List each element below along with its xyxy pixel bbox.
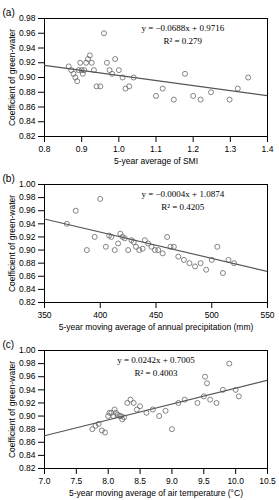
svg-text:y = −0.0004x + 1.0874: y = −0.0004x + 1.0874 (141, 189, 224, 199)
svg-text:Coefficient of green-water: Coefficient of green-water (7, 29, 17, 126)
svg-text:0.90: 0.90 (19, 72, 36, 82)
svg-text:0.82: 0.82 (19, 131, 36, 141)
svg-text:0.86: 0.86 (19, 437, 36, 447)
svg-text:0.88: 0.88 (19, 258, 36, 268)
svg-text:10.5: 10.5 (259, 476, 276, 486)
svg-text:0.90: 0.90 (19, 411, 36, 421)
svg-text:0.94: 0.94 (19, 219, 36, 229)
svg-text:y = −0.0688x + 0.9716: y = −0.0688x + 0.9716 (141, 23, 224, 33)
svg-text:R² = 0.4003: R² = 0.4003 (134, 368, 178, 378)
svg-text:0.94: 0.94 (19, 385, 36, 395)
svg-text:350: 350 (37, 310, 51, 320)
svg-text:8.5: 8.5 (134, 476, 146, 486)
svg-text:(a): (a) (3, 7, 15, 18)
svg-text:0.86: 0.86 (19, 102, 36, 112)
svg-text:9.0: 9.0 (166, 476, 178, 486)
svg-text:10.0: 10.0 (227, 476, 244, 486)
svg-text:5-year average of SMI: 5-year average of SMI (114, 156, 198, 166)
svg-text:0.84: 0.84 (19, 116, 36, 126)
svg-text:Coefficient of green-water: Coefficient of green-water (7, 195, 17, 292)
svg-text:9.5: 9.5 (198, 476, 210, 486)
svg-text:5-year moving average of annua: 5-year moving average of annual precipit… (59, 322, 254, 332)
svg-text:0.98: 0.98 (19, 358, 36, 368)
svg-text:0.82: 0.82 (19, 463, 36, 473)
svg-text:0.96: 0.96 (19, 371, 36, 381)
svg-text:y = 0.0242x + 0.7005: y = 0.0242x + 0.7005 (117, 355, 195, 365)
svg-text:1.4: 1.4 (262, 144, 274, 154)
svg-text:0.88: 0.88 (19, 87, 36, 97)
svg-text:0.96: 0.96 (19, 28, 36, 38)
svg-text:0.92: 0.92 (19, 57, 36, 67)
svg-text:1.2: 1.2 (187, 144, 199, 154)
svg-text:1.0: 1.0 (113, 144, 125, 154)
svg-text:1.1: 1.1 (150, 144, 162, 154)
svg-text:7.0: 7.0 (39, 476, 51, 486)
svg-text:0.94: 0.94 (19, 43, 36, 53)
svg-text:450: 450 (149, 310, 163, 320)
svg-text:0.90: 0.90 (19, 245, 36, 255)
svg-text:0.8: 0.8 (39, 144, 51, 154)
svg-text:0.98: 0.98 (19, 13, 36, 23)
svg-text:400: 400 (93, 310, 107, 320)
svg-text:0.84: 0.84 (19, 284, 36, 294)
svg-text:1.3: 1.3 (224, 144, 236, 154)
svg-text:0.82: 0.82 (19, 297, 36, 307)
svg-text:1.00: 1.00 (19, 345, 36, 355)
svg-text:0.92: 0.92 (19, 398, 36, 408)
svg-text:1.00: 1.00 (19, 179, 36, 189)
svg-text:R² = 0.4205: R² = 0.4205 (161, 202, 205, 212)
svg-text:(b): (b) (3, 173, 15, 184)
svg-text:0.86: 0.86 (19, 271, 36, 281)
svg-text:(c): (c) (3, 339, 15, 350)
svg-text:8.0: 8.0 (102, 476, 114, 486)
svg-text:5-year moving average of air t: 5-year moving average of air temperature… (69, 488, 243, 498)
svg-text:550: 550 (260, 310, 274, 320)
svg-text:Coefficient of green-water: Coefficient of green-water (7, 361, 17, 458)
svg-text:R² = 0.279: R² = 0.279 (163, 36, 202, 46)
svg-text:7.5: 7.5 (70, 476, 82, 486)
svg-text:0.92: 0.92 (19, 232, 36, 242)
svg-text:0.98: 0.98 (19, 192, 36, 202)
svg-text:0.96: 0.96 (19, 205, 36, 215)
svg-text:0.88: 0.88 (19, 424, 36, 434)
svg-text:500: 500 (205, 310, 219, 320)
svg-text:0.84: 0.84 (19, 450, 36, 460)
svg-text:0.9: 0.9 (76, 144, 88, 154)
